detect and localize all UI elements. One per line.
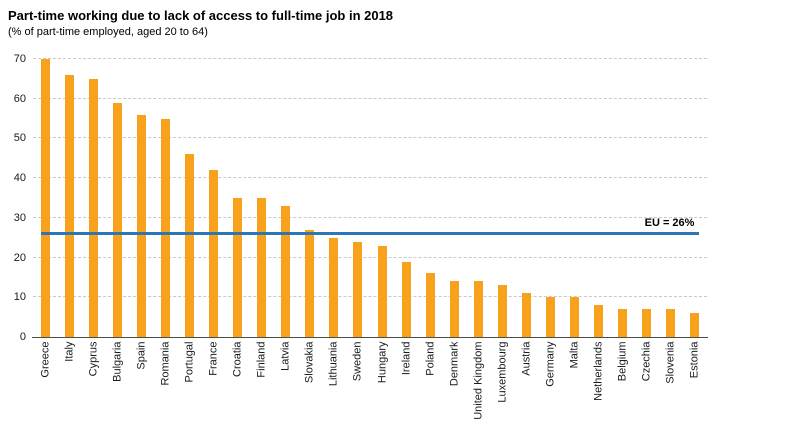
bar	[88, 78, 98, 337]
x-category-label: Finland	[255, 341, 268, 378]
x-category-label: Lithuania	[327, 341, 340, 387]
gridline	[33, 58, 707, 59]
bar	[257, 198, 267, 337]
x-category-label: Poland	[424, 341, 437, 376]
bar	[521, 293, 531, 337]
x-category-label: Bulgaria	[111, 341, 124, 382]
y-tick-label: 0	[19, 331, 26, 343]
bar	[473, 281, 483, 337]
x-category-label: Belgium	[616, 341, 629, 382]
bar	[209, 170, 219, 337]
x-category-label: France	[207, 341, 220, 376]
x-category-label: Slovakia	[303, 341, 316, 384]
x-category-label: Sweden	[351, 341, 364, 382]
bar	[353, 241, 363, 337]
y-tick-label: 10	[13, 291, 26, 304]
bar	[642, 309, 652, 337]
y-tick-label: 60	[13, 92, 26, 105]
bar	[570, 297, 580, 337]
bar	[184, 154, 194, 337]
chart-subtitle: (% of part-time employed, aged 20 to 64)	[8, 26, 208, 38]
x-axis-line	[32, 337, 708, 338]
x-category-label: Estonia	[688, 341, 701, 379]
x-category-label: Slovenia	[664, 341, 677, 384]
x-category-label: Croatia	[231, 341, 244, 377]
y-tick-label: 50	[13, 132, 26, 145]
bar	[40, 59, 50, 337]
x-category-label: Germany	[544, 341, 557, 387]
bar	[305, 229, 315, 337]
bar	[497, 285, 507, 337]
x-category-label: Greece	[39, 341, 52, 378]
bar	[449, 281, 459, 337]
gridline	[33, 216, 707, 218]
bar	[329, 237, 339, 337]
x-category-label: Czechia	[640, 341, 653, 382]
bar	[425, 273, 435, 337]
x-category-label: Spain	[135, 341, 148, 370]
eu-reference-line	[40, 232, 700, 236]
bar	[281, 205, 291, 337]
bar	[618, 309, 628, 337]
bar	[594, 305, 604, 337]
x-category-label: Denmark	[448, 341, 461, 387]
eu-reference-label: EU = 26%	[644, 217, 695, 230]
bar	[401, 261, 411, 337]
x-category-label: Netherlands	[592, 341, 605, 401]
x-category-label: United Kingdom	[472, 341, 485, 420]
bar	[64, 74, 74, 337]
gridline	[33, 296, 707, 298]
y-tick-label: 40	[13, 172, 26, 185]
x-category-label: Malta	[568, 341, 581, 369]
gridline	[33, 97, 707, 99]
chart-title: Part-time working due to lack of access …	[8, 8, 394, 23]
gridline	[33, 177, 707, 179]
y-tick-label: 30	[13, 211, 26, 224]
x-category-label: Italy	[63, 341, 76, 362]
y-tick-label: 70	[13, 53, 26, 65]
x-category-label: Luxembourg	[496, 341, 509, 403]
x-category-label: Ireland	[400, 341, 413, 376]
x-category-label: Portugal	[183, 341, 196, 383]
x-category-label: Austria	[520, 341, 533, 376]
bar	[690, 313, 700, 337]
bar	[112, 102, 122, 337]
y-tick-label: 20	[13, 251, 26, 264]
x-category-label: Hungary	[376, 341, 389, 384]
bar	[160, 118, 170, 337]
x-category-label: Romania	[159, 341, 172, 386]
gridline	[33, 137, 707, 139]
bar	[233, 198, 243, 337]
x-category-label: Latvia	[279, 341, 292, 371]
bar	[666, 309, 676, 337]
bar	[377, 245, 387, 337]
gridline	[33, 256, 707, 258]
bar	[546, 297, 556, 337]
bar	[136, 114, 146, 337]
x-category-label: Cyprus	[87, 341, 100, 377]
